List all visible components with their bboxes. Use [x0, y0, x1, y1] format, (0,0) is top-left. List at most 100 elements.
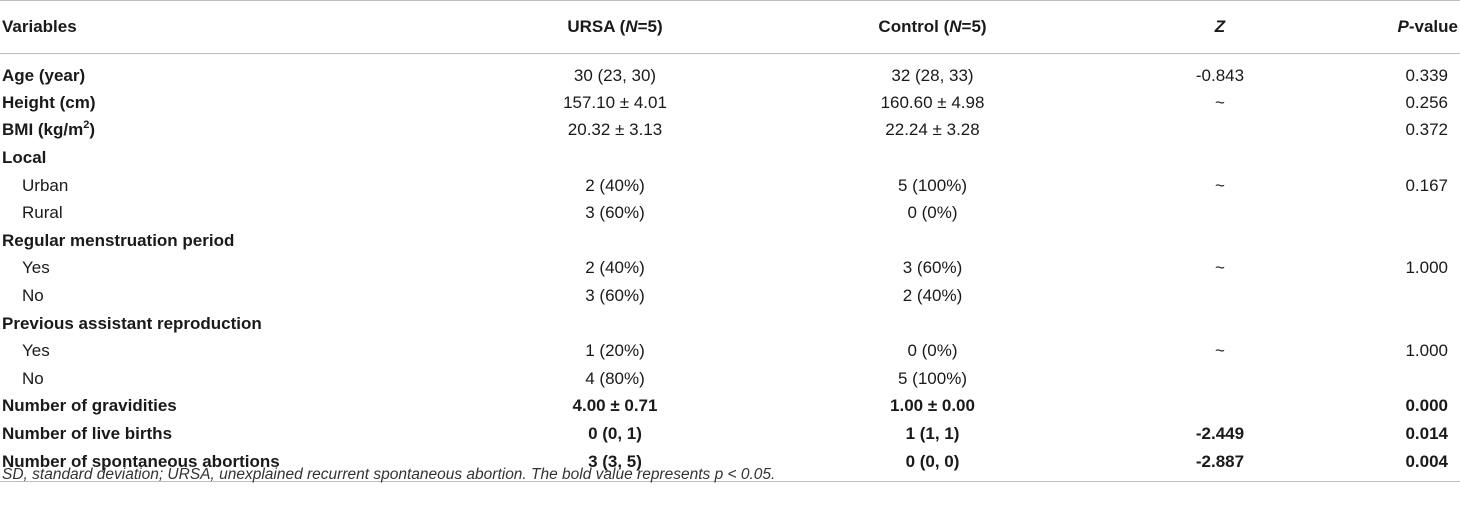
table-row: Urban 2 (40%) 5 (100%) ~ 0.167 [0, 172, 1460, 200]
header-control-main: Control ( [878, 17, 950, 36]
row-variable: Yes [22, 341, 50, 361]
row-ursa-value: 4 (80%) [585, 368, 645, 388]
row-z-value: -2.887 [1095, 447, 1325, 483]
row-control-value: 32 (28, 33) [891, 65, 974, 85]
row-control-value [750, 310, 1095, 338]
row-variable: Local [2, 147, 47, 167]
row-z-value [1095, 117, 1325, 145]
row-control-value: 2 (40%) [902, 285, 963, 305]
demographics-table-container: Variables URSA (N=5) Control (N=5) Z P-v… [0, 0, 1460, 483]
header-p-italic: P [1397, 17, 1409, 36]
row-z-value: -2.449 [1195, 423, 1245, 443]
row-control-value [750, 227, 1095, 255]
header-control-rest: =5) [961, 17, 987, 36]
header-ursa-n: N [625, 17, 638, 36]
row-ursa-value: 20.32 ± 3.13 [567, 120, 663, 140]
table-row: Height (cm) 157.10 ± 4.01 160.60 ± 4.98 … [0, 89, 1460, 117]
row-z-value: -0.843 [1195, 65, 1245, 85]
row-control-value: 3 (60%) [902, 258, 963, 278]
row-variable-superscript: 2 [83, 118, 90, 131]
row-p-value: 0.167 [1405, 175, 1448, 195]
row-z-value: ~ [1215, 341, 1225, 361]
row-p-value: 0.004 [1325, 447, 1460, 483]
row-z-value: ~ [1215, 92, 1225, 112]
header-ursa-rest: =5) [637, 17, 663, 36]
row-ursa-value: 0 (0, 1) [588, 423, 642, 443]
header-z: Z [1095, 0, 1325, 54]
row-variable: Number of spontaneous abortions [0, 447, 420, 483]
table-row: Number of spontaneous abortions 3 (3, 5)… [0, 447, 1460, 483]
row-variable: Number of live births [2, 423, 173, 443]
row-control-value: 5 (100%) [898, 175, 967, 195]
row-control-value: 0 (0, 0) [750, 447, 1095, 483]
row-variable: Age (year) [2, 65, 86, 85]
table-row: Yes 2 (40%) 3 (60%) ~ 1.000 [0, 255, 1460, 283]
table-row: No 4 (80%) 5 (100%) [0, 365, 1460, 393]
row-p-value: 0.256 [1405, 92, 1448, 112]
row-control-value: 0 (0%) [907, 203, 958, 223]
row-variable-close: ) [89, 120, 96, 140]
row-z-value [1095, 393, 1325, 421]
row-ursa-value: 4.00 ± 0.71 [572, 396, 658, 416]
row-p-value: 0.000 [1405, 396, 1448, 416]
demographics-table: Variables URSA (N=5) Control (N=5) Z P-v… [0, 0, 1460, 483]
header-p-value: P-value [1325, 0, 1460, 54]
row-p-value: 1.000 [1405, 258, 1448, 278]
table-row: No 3 (60%) 2 (40%) [0, 282, 1460, 310]
row-z-value [1095, 310, 1325, 338]
row-ursa-value: 2 (40%) [585, 175, 645, 195]
table-row: Local [0, 144, 1460, 172]
row-variable: Previous assistant reproduction [2, 313, 262, 333]
header-ursa: URSA (N=5) [420, 0, 750, 54]
row-ursa-value: 3 (60%) [585, 203, 645, 223]
row-control-value: 22.24 ± 3.28 [885, 120, 980, 140]
table-row: Rural 3 (60%) 0 (0%) [0, 199, 1460, 227]
row-ursa-value [420, 227, 750, 255]
header-z-label: Z [1214, 17, 1226, 36]
table-row: Number of live births 0 (0, 1) 1 (1, 1) … [0, 420, 1460, 448]
row-control-value: 0 (0%) [907, 341, 958, 361]
header-variables: Variables [0, 0, 420, 54]
row-ursa-value: 157.10 ± 4.01 [563, 92, 667, 112]
row-ursa-value [420, 310, 750, 338]
row-variable: Number of gravidities [2, 396, 177, 416]
table-footnote: SD, standard deviation; URSA, unexplaine… [2, 466, 776, 483]
row-p-value [1325, 199, 1460, 227]
row-ursa-value: 3 (60%) [585, 285, 645, 305]
table-row: BMI (kg/m2) 20.32 ± 3.13 22.24 ± 3.28 0.… [0, 117, 1460, 145]
table-row: Number of gravidities 4.00 ± 0.71 1.00 ±… [0, 393, 1460, 421]
row-p-value: 0.372 [1405, 120, 1448, 140]
row-variable: Rural [22, 203, 63, 223]
row-control-value: 160.60 ± 4.98 [880, 92, 985, 112]
row-z-value [1095, 365, 1325, 393]
row-p-value [1325, 144, 1460, 172]
row-p-value [1325, 310, 1460, 338]
table-row: Previous assistant reproduction [0, 310, 1460, 338]
row-p-value [1325, 282, 1460, 310]
table-row: Yes 1 (20%) 0 (0%) ~ 1.000 [0, 337, 1460, 365]
row-z-value: ~ [1215, 258, 1225, 278]
row-variable: Height (cm) [2, 92, 96, 112]
table-row: Age (year) 30 (23, 30) 32 (28, 33) -0.84… [0, 54, 1460, 90]
row-z-value [1095, 282, 1325, 310]
row-variable: No [22, 285, 44, 305]
header-ursa-main: URSA ( [567, 17, 626, 36]
row-control-value [750, 144, 1095, 172]
row-p-value [1325, 227, 1460, 255]
table-row: Regular menstruation period [0, 227, 1460, 255]
row-variable: Urban [22, 175, 69, 195]
table-header-row: Variables URSA (N=5) Control (N=5) Z P-v… [0, 0, 1460, 54]
row-z-value [1095, 199, 1325, 227]
header-p-rest: -value [1408, 17, 1458, 36]
header-control: Control (N=5) [750, 0, 1095, 54]
row-z-value [1095, 144, 1325, 172]
row-ursa-value: 3 (3, 5) [420, 447, 750, 483]
row-control-value: 1 (1, 1) [905, 423, 960, 443]
row-variable: Yes [22, 258, 50, 278]
row-variable: No [22, 368, 44, 388]
row-ursa-value: 30 (23, 30) [573, 65, 657, 85]
row-z-value [1095, 227, 1325, 255]
row-p-value: 0.339 [1405, 65, 1448, 85]
row-control-value: 1.00 ± 0.00 [890, 396, 975, 416]
row-variable-main: BMI (kg/m [2, 120, 84, 140]
